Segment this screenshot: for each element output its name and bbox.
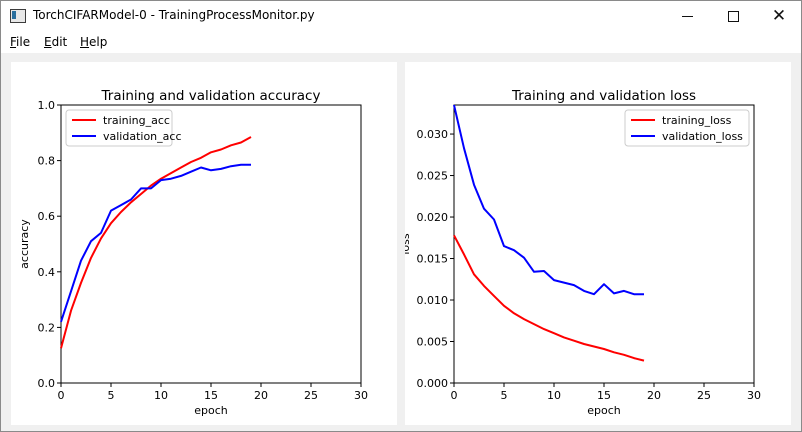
menu-edit[interactable]: Edit [44,35,67,49]
x-tick-label: 20 [647,389,661,402]
x-tick-label: 10 [547,389,561,402]
legend-label: training_acc [103,114,170,127]
loss-chart: Training and validation loss 0 5 10 15 20 25 30… [405,88,761,417]
y-tick-label: 0.4 [38,266,56,279]
series-line-validation-loss [453,104,644,296]
minimize-icon [681,15,693,17]
y-axis-label: loss [405,233,412,255]
menu-file[interactable]: File [10,35,30,49]
y-tick-label: 0.025 [417,170,449,183]
series-line-training-loss [453,234,645,362]
y-tick-label: 0.000 [417,377,449,390]
plot-frame [453,104,755,384]
x-tick-label: 10 [154,389,168,402]
legend-box [624,109,750,147]
y-tick-label: 0.8 [38,155,56,168]
y-tick-label: 0.015 [417,253,449,266]
y-tick-label: 0.2 [38,321,56,334]
window-title: TorchCIFARModel-0 - TrainingProcessMonit… [33,8,315,22]
x-tick-label: 5 [108,389,115,402]
menu-file-label: ile [16,35,31,49]
plot-frame [60,104,362,384]
menu-file-mnemonic: F [10,35,17,49]
maximize-icon [727,10,739,22]
legend-label: training_loss [662,114,732,127]
title-bar[interactable]: TorchCIFARModel-0 - TrainingProcessMonit… [1,1,801,31]
y-tick-label: 0.005 [417,336,449,349]
maximize-button[interactable] [710,1,756,31]
x-axis-label: epoch [587,404,621,417]
series-line-training-acc [60,136,252,349]
accuracy-chart: Training and validation accuracy 0 5 10 15 20… [18,88,368,417]
menu-help[interactable]: Help [80,35,107,49]
y-tick-label: 0.010 [417,294,449,307]
loss-chart-panel: Training and validation loss 0 5 10 15 20 25 30… [405,62,791,425]
y-tick-label: 1.0 [38,99,56,112]
menu-edit-label: dit [51,35,68,49]
app-icon [10,9,26,23]
x-tick-label: 30 [747,389,761,402]
minimize-button[interactable] [664,1,710,31]
y-tick-label: 0.020 [417,211,449,224]
x-tick-label: 0 [451,389,458,402]
x-tick-label: 15 [204,389,218,402]
legend: training_acc validation_acc [65,109,182,147]
x-tick-label: 25 [304,389,318,402]
close-icon: ✕ [771,5,787,26]
series-line-validation-acc [60,163,251,323]
legend-label: validation_acc [103,130,182,143]
legend-label: validation_loss [662,130,743,143]
accuracy-chart-panel: Training and validation accuracy 0 5 10 15 20… [11,62,397,425]
y-tick-label: 0.030 [417,128,449,141]
menu-bar: File Edit Help [1,31,801,53]
y-tick-label: 0.0 [38,377,56,390]
menu-edit-mnemonic: E [44,35,52,49]
x-axis-label: epoch [194,404,228,417]
chart-title: Training and validation accuracy [101,88,321,104]
close-button[interactable]: ✕ [756,1,802,31]
x-tick-label: 5 [501,389,508,402]
x-tick-label: 20 [254,389,268,402]
y-axis-label: accuracy [18,219,31,269]
chart-title: Training and validation loss [511,88,696,104]
y-tick-label: 0.6 [38,210,56,223]
legend: training_loss validation_loss [624,109,750,147]
menu-help-mnemonic: H [80,35,90,49]
x-tick-label: 0 [58,389,65,402]
x-tick-label: 15 [597,389,611,402]
menu-help-label: elp [89,35,108,49]
x-tick-label: 25 [697,389,711,402]
x-tick-label: 30 [354,389,368,402]
